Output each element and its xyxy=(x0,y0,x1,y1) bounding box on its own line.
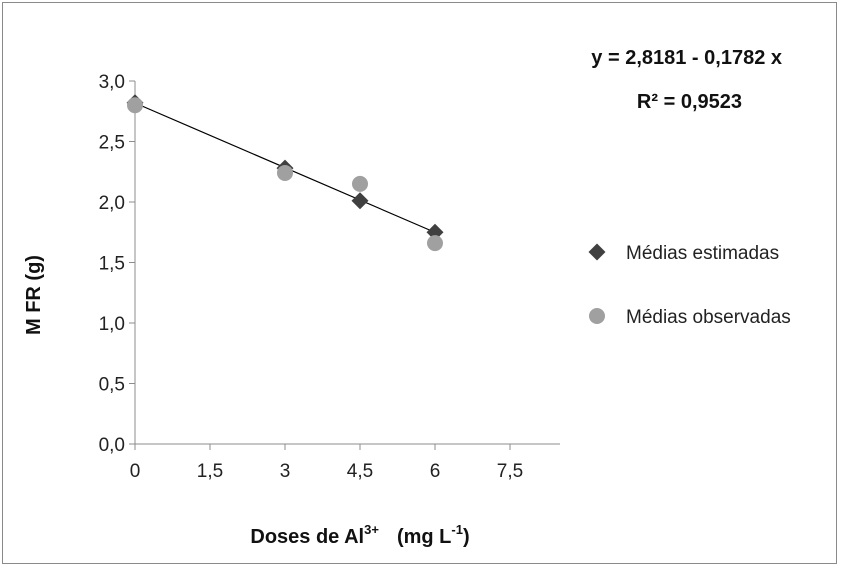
x-axis-title-unit-sup: -1 xyxy=(451,522,463,537)
x-tick-label: 1,5 xyxy=(197,461,223,482)
y-tick-label: 3,0 xyxy=(99,72,125,93)
regression-equation: y = 2,8181 - 0,1782 x xyxy=(591,47,782,69)
x-tick-label: 7,5 xyxy=(497,461,523,482)
y-tick-label: 2,5 xyxy=(99,133,125,154)
legend-label-estimadas: Médias estimadas xyxy=(626,243,779,264)
r-squared-label: R² = 0,9523 xyxy=(637,91,742,113)
y-tick-label: 1,0 xyxy=(99,314,125,335)
y-tick-label: 0,0 xyxy=(99,435,125,456)
x-tick-label: 6 xyxy=(430,461,441,482)
y-tick-label: 2,0 xyxy=(99,193,125,214)
point-observada xyxy=(427,235,443,252)
y-tick-label: 0,5 xyxy=(99,375,125,396)
legend-marker-observadas xyxy=(589,308,605,324)
y-axis: 0,0 0,5 1,0 1,5 2,0 2,5 3,0 xyxy=(99,72,136,456)
y-tick-label: 1,5 xyxy=(99,254,125,275)
legend-marker-estimadas xyxy=(588,243,606,261)
data-points xyxy=(126,94,444,252)
point-observada xyxy=(277,164,293,181)
x-axis-title-unit-close: ) xyxy=(463,526,470,548)
point-observada xyxy=(352,175,368,192)
point-observada xyxy=(127,97,143,114)
x-axis-title-unit: (mg L xyxy=(397,526,451,548)
x-axis-title: Doses de Al3+ (mg L-1) xyxy=(250,522,469,548)
x-tick-label: 3 xyxy=(280,461,291,482)
x-axis-title-main: Doses de Al xyxy=(250,526,364,548)
x-axis-title-sup: 3+ xyxy=(364,522,379,537)
x-axis: 0 1,5 3 4,5 6 7,5 xyxy=(130,443,560,482)
x-tick-label: 4,5 xyxy=(347,461,373,482)
point-estimada xyxy=(351,192,369,210)
legend-label-observadas: Médias observadas xyxy=(626,307,791,328)
y-axis-title: M FR (g) xyxy=(23,255,45,335)
legend: Médias estimadas Médias observadas xyxy=(588,243,791,328)
x-tick-label: 0 xyxy=(130,461,141,482)
